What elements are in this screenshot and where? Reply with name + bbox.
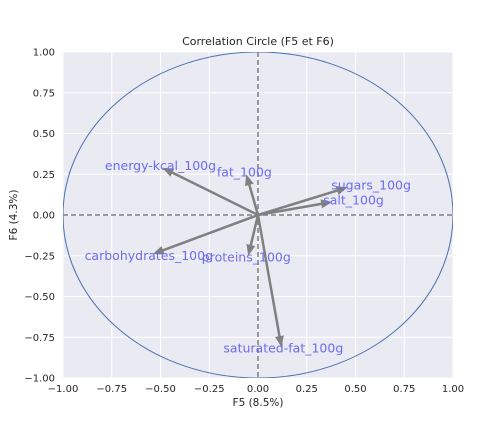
vector-label: sugars_100g bbox=[331, 178, 411, 193]
vector-label: saturated-fat_100g bbox=[223, 341, 343, 356]
vector-arrow-saturated-fat_100g bbox=[256, 213, 284, 348]
vector-arrow-sugars_100g bbox=[256, 186, 348, 217]
vector-arrow-fat_100g bbox=[245, 174, 260, 217]
y-tick-label: 0.00 bbox=[33, 211, 55, 222]
y-tick-label: −0.50 bbox=[24, 292, 55, 303]
y-tick-label: 0.50 bbox=[33, 129, 55, 140]
x-tick-label: 0.00 bbox=[247, 384, 269, 395]
chart-title: Correlation Circle (F5 et F6) bbox=[182, 35, 334, 48]
vector-arrow-salt_100g bbox=[256, 199, 333, 217]
x-tick-label: −0.25 bbox=[194, 384, 225, 395]
x-tick-label: 1.00 bbox=[442, 384, 464, 395]
y-tick-label: 1.00 bbox=[33, 48, 55, 59]
vector-label: energy-kcal_100g bbox=[105, 158, 216, 173]
y-tick-label: 0.75 bbox=[33, 88, 55, 99]
vector-label: salt_100g bbox=[323, 192, 384, 207]
y-tick-label: 0.25 bbox=[33, 170, 55, 181]
vector-label: proteins_100g bbox=[202, 249, 291, 264]
y-tick-label: −1.00 bbox=[24, 374, 55, 385]
x-tick-label: 0.50 bbox=[344, 384, 366, 395]
x-tick-label: −0.50 bbox=[145, 384, 176, 395]
x-tick-label: −0.75 bbox=[96, 384, 127, 395]
vector-arrow-carbohydrates_100g bbox=[152, 213, 260, 255]
y-axis-title: F6 (4.3%) bbox=[8, 190, 20, 241]
vector-arrow-proteins_100g bbox=[246, 213, 260, 256]
vector-label: fat_100g bbox=[217, 165, 272, 180]
vector-label: carbohydrates_100g bbox=[85, 248, 213, 263]
x-tick-label: −1.00 bbox=[48, 384, 79, 395]
y-tick-label: −0.75 bbox=[24, 333, 55, 344]
x-axis-title: F5 (8.5%) bbox=[233, 397, 284, 409]
x-tick-label: 0.75 bbox=[393, 384, 415, 395]
x-tick-label: 0.25 bbox=[296, 384, 318, 395]
vector-arrow-energy-kcal_100g bbox=[162, 167, 260, 217]
y-tick-label: −0.25 bbox=[24, 251, 55, 262]
